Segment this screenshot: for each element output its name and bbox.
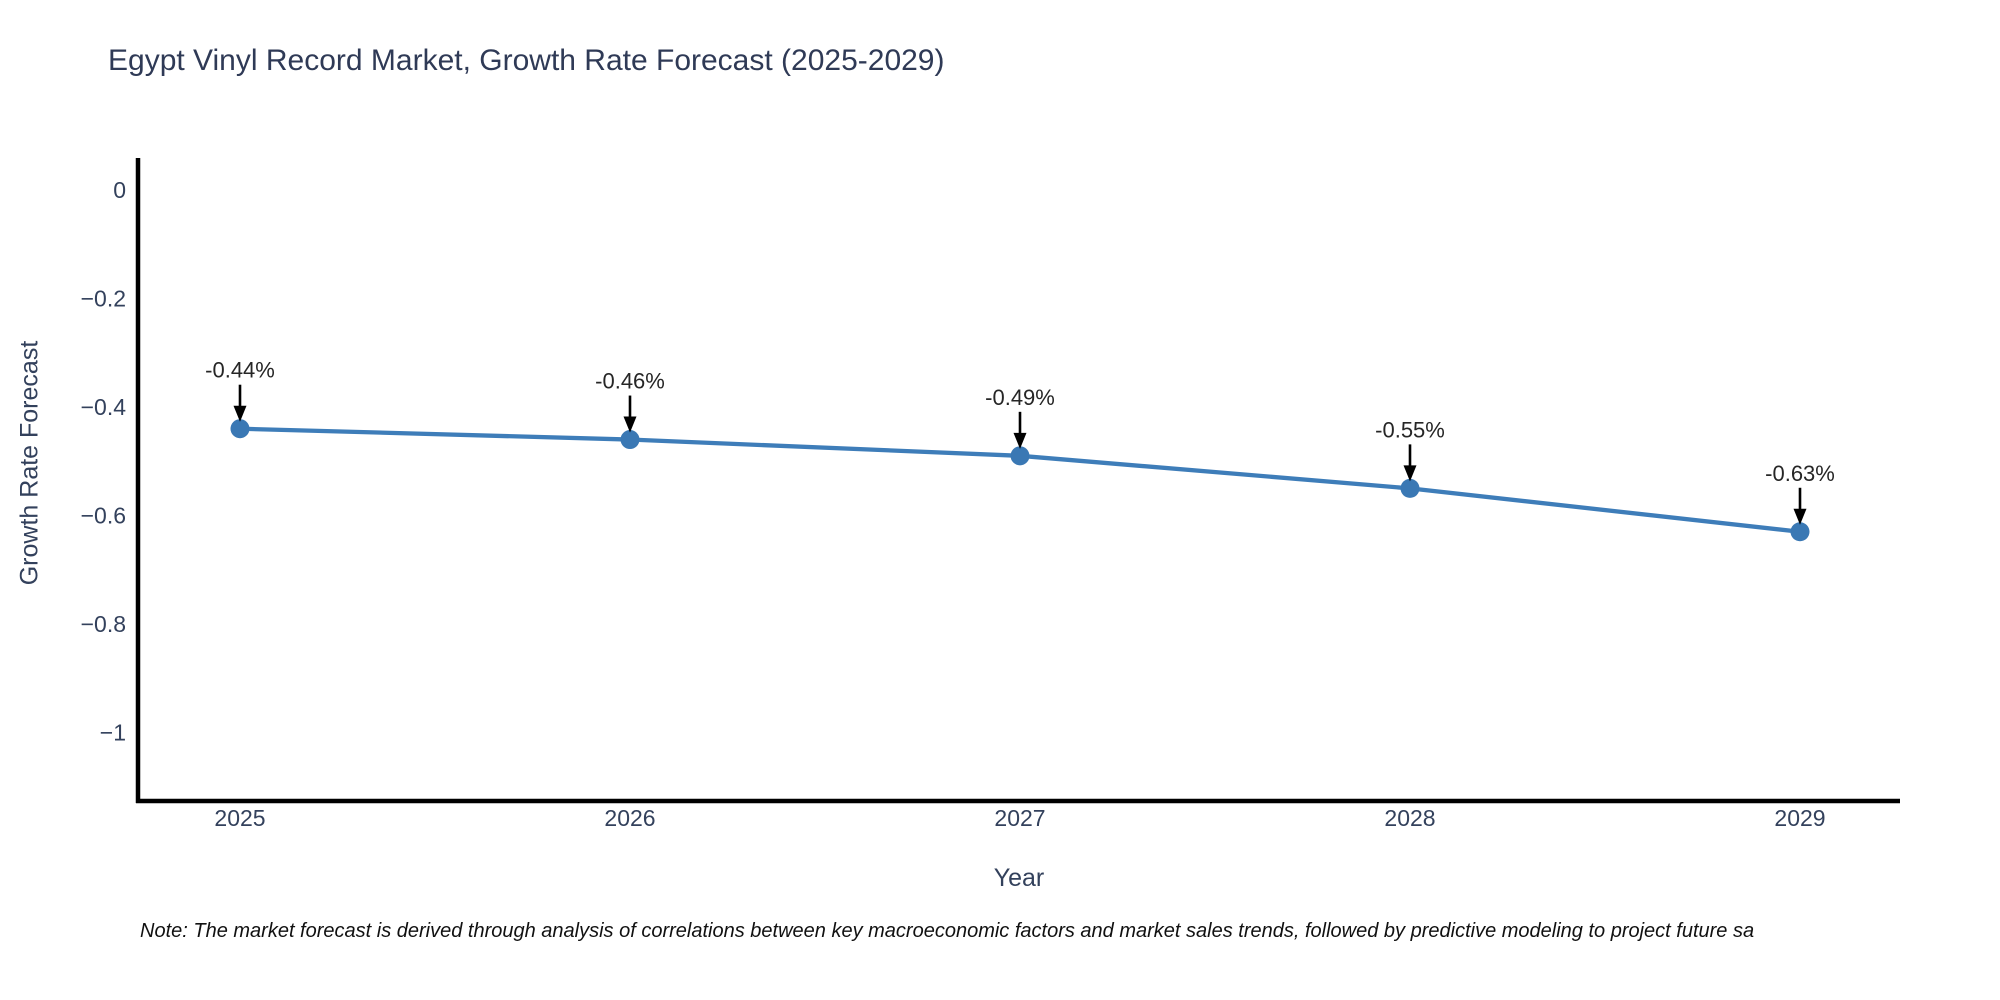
data-point-marker [230, 419, 250, 439]
x-tick-label: 2025 [214, 805, 265, 831]
point-value-annotation: -0.46% [595, 369, 665, 394]
x-tick-label: 2027 [994, 805, 1045, 831]
y-axis-title: Growth Rate Forecast [15, 340, 44, 586]
point-value-annotation: -0.55% [1375, 417, 1445, 442]
y-tick-label: −0.8 [81, 611, 126, 637]
x-tick-label: 2029 [1774, 805, 1825, 831]
data-point-marker [1790, 522, 1810, 542]
data-point-marker [620, 430, 640, 450]
x-tick-label: 2028 [1384, 805, 1435, 831]
footnote: Note: The market forecast is derived thr… [140, 920, 1755, 942]
x-axis-title: Year [993, 864, 1045, 892]
point-value-annotation: -0.44% [205, 358, 275, 383]
y-tick-label: −0.2 [81, 286, 126, 312]
annotation-arrowhead-icon [1013, 432, 1027, 449]
annotation-arrowhead-icon [1403, 465, 1417, 482]
data-point-marker [1010, 446, 1030, 466]
y-tick-label: −0.4 [81, 394, 127, 420]
point-value-annotation: -0.49% [985, 385, 1055, 410]
y-tick-label: −0.6 [81, 503, 126, 529]
data-point-marker [1400, 478, 1420, 498]
point-value-annotation: -0.63% [1765, 461, 1835, 486]
annotation-arrowhead-icon [623, 416, 637, 433]
annotation-arrowhead-icon [233, 405, 247, 422]
y-tick-label: 0 [113, 177, 126, 203]
x-tick-label: 2026 [604, 805, 655, 831]
chart-title: Egypt Vinyl Record Market, Growth Rate F… [108, 44, 945, 77]
annotation-arrowhead-icon [1793, 508, 1807, 525]
y-tick-label: −1 [100, 720, 126, 746]
